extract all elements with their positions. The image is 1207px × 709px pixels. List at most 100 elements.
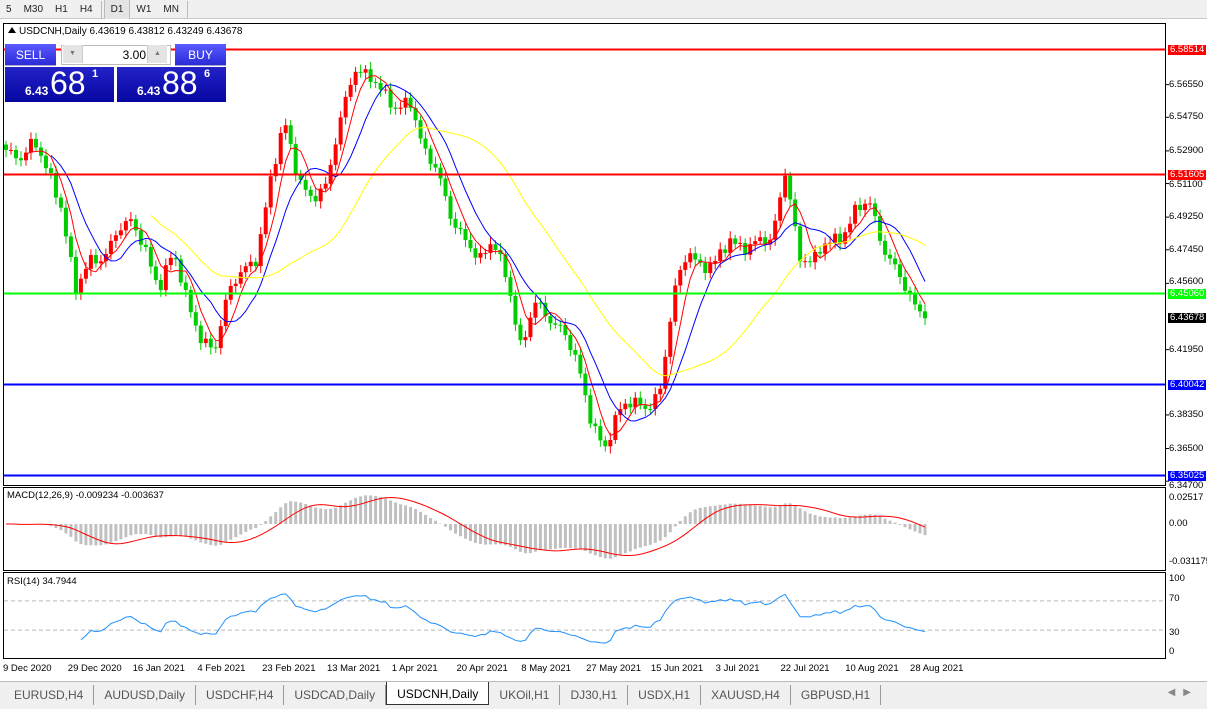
macd-histogram-bar: [618, 524, 622, 556]
bull-candle: [658, 388, 663, 395]
macd-histogram-bar: [304, 504, 308, 524]
price-chart[interactable]: [0, 0, 1207, 681]
bear-candle: [918, 304, 923, 312]
bear-candle: [4, 144, 8, 150]
macd-histogram-bar: [728, 503, 732, 524]
tf-mn[interactable]: MN: [163, 3, 179, 15]
tf-m30[interactable]: M30: [23, 3, 44, 15]
level-price-label: 6.40042: [1168, 379, 1206, 390]
bull-candle: [813, 252, 818, 263]
macd-label: MACD(12,26,9) -0.009234 -0.003637: [7, 490, 164, 501]
bull-candle: [233, 283, 238, 286]
collapse-triangle-icon[interactable]: [8, 27, 16, 33]
macd-histogram-bar: [918, 524, 922, 534]
macd-histogram-bar: [778, 505, 782, 524]
bear-candle: [593, 423, 598, 427]
price-tick: 6.52900: [1169, 144, 1204, 156]
bull-candle: [323, 183, 328, 189]
tf-w1[interactable]: W1: [136, 3, 152, 15]
bear-candle: [408, 97, 413, 108]
macd-histogram-bar: [349, 500, 353, 524]
rsi-tick: 70: [1169, 593, 1180, 604]
macd-histogram-bar: [828, 517, 832, 524]
rsi-label: RSI(14) 34.7944: [7, 576, 77, 587]
chart-tab[interactable]: USDCNH,Daily: [386, 682, 490, 705]
rsi-tick: 100: [1169, 573, 1185, 584]
bull-candle: [758, 237, 763, 242]
chart-tab[interactable]: XAUUSD,H4: [701, 685, 791, 705]
bear-candle: [143, 244, 148, 248]
macd-histogram-bar: [738, 503, 742, 524]
macd-histogram-bar: [593, 524, 597, 556]
macd-histogram-bar: [533, 524, 537, 552]
bear-candle: [628, 403, 633, 408]
bull-candle: [363, 69, 368, 73]
chart-tab[interactable]: UKOil,H1: [489, 685, 561, 705]
macd-histogram-bar: [319, 508, 323, 524]
sell-button[interactable]: SELL: [5, 44, 56, 66]
chart-tab[interactable]: AUDUSD,Daily: [94, 685, 197, 705]
bear-candle: [73, 256, 78, 294]
bull-candle: [523, 337, 528, 341]
macd-histogram-bar: [723, 504, 727, 524]
chart-tab[interactable]: EURUSD,H4: [4, 685, 95, 705]
macd-histogram-bar: [179, 524, 183, 537]
bear-candle: [603, 440, 608, 447]
macd-histogram-bar: [713, 505, 717, 524]
macd-histogram-bar: [898, 524, 902, 525]
macd-histogram-bar: [224, 524, 228, 543]
bear-candle: [513, 295, 518, 325]
lot-size-input[interactable]: 3.00: [61, 45, 171, 65]
chart-tab[interactable]: USDX,H1: [628, 685, 702, 705]
macd-histogram-bar: [613, 524, 617, 558]
macd-histogram-bar: [244, 524, 248, 533]
bull-candle: [653, 394, 658, 409]
bear-candle: [293, 143, 298, 175]
date-label: 29 Dec 2020: [67, 663, 122, 674]
macd-histogram-bar: [459, 524, 463, 537]
chart-tab[interactable]: DJ30,H1: [560, 685, 629, 705]
macd-histogram-bar: [628, 524, 632, 552]
bear-candle: [858, 204, 863, 211]
bull-candle: [283, 125, 288, 134]
moving-average-line: [25, 75, 926, 436]
bull-candle: [353, 71, 358, 85]
date-label: 28 Aug 2021: [910, 663, 964, 674]
macd-histogram-bar: [563, 524, 567, 548]
macd-histogram-bar: [204, 524, 208, 544]
lot-decrease-icon[interactable]: ▼: [63, 45, 83, 63]
buy-button[interactable]: BUY: [175, 44, 226, 66]
tf-m5[interactable]: 5: [6, 3, 12, 15]
macd-histogram-bar: [99, 524, 103, 546]
bid-price[interactable]: 6.43 68 1: [5, 65, 114, 102]
tf-h4[interactable]: H4: [79, 3, 93, 15]
macd-histogram-bar: [359, 496, 363, 524]
bear-candle: [508, 277, 513, 296]
bull-candle: [833, 233, 838, 243]
chart-tab[interactable]: GBPUSD,H1: [791, 685, 882, 705]
bear-candle: [503, 254, 508, 278]
macd-histogram-bar: [718, 504, 722, 524]
chart-tab[interactable]: USDCHF,H4: [196, 685, 285, 705]
macd-histogram-bar: [493, 524, 497, 545]
macd-histogram-bar: [264, 521, 268, 524]
bull-candle: [83, 268, 88, 279]
tab-scroll-arrows-icon[interactable]: ◀▶: [1167, 687, 1199, 698]
bull-candle: [708, 263, 713, 273]
bear-candle: [298, 174, 303, 180]
macd-histogram-bar: [653, 524, 657, 543]
timeframe-toolbar: 5 M30 H1 H4 D1 W1 MN: [0, 0, 1207, 19]
macd-histogram-bar: [289, 501, 293, 524]
bear-candle: [68, 236, 73, 257]
bear-candle: [548, 316, 553, 324]
tf-h1[interactable]: H1: [55, 3, 68, 15]
tf-d1[interactable]: D1: [103, 0, 131, 19]
date-label: 13 Mar 2021: [326, 663, 381, 674]
macd-histogram-bar: [454, 524, 458, 534]
macd-histogram-bar: [543, 524, 547, 550]
bear-candle: [793, 199, 798, 227]
bear-candle: [443, 178, 448, 197]
chart-tab[interactable]: USDCAD,Daily: [284, 685, 387, 705]
lot-increase-icon[interactable]: ▲: [147, 45, 167, 63]
ask-price[interactable]: 6.43 88 6: [117, 65, 226, 102]
